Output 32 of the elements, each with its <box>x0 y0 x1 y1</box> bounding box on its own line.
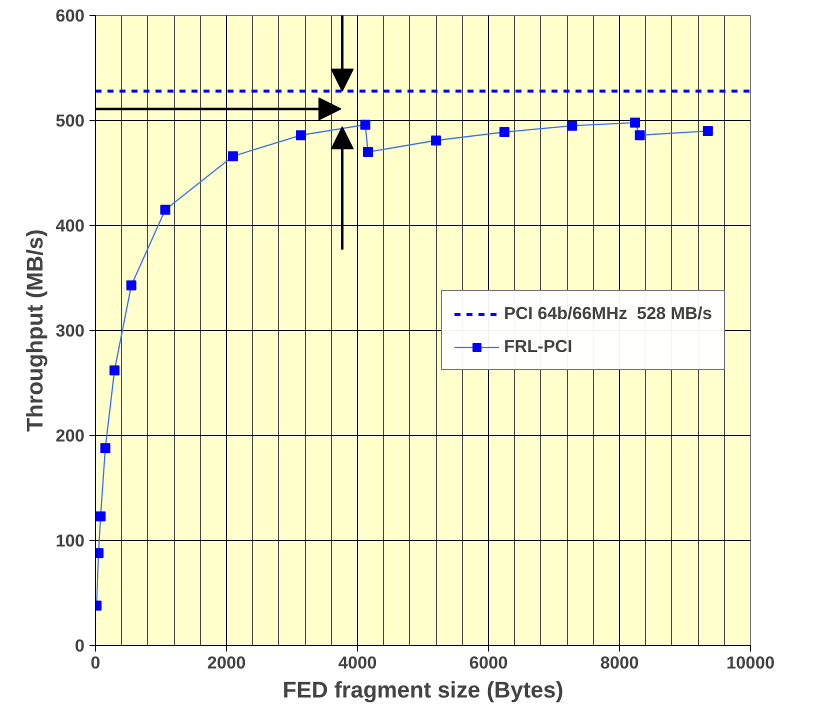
y-tick-label: 400 <box>56 216 85 236</box>
point <box>360 120 370 130</box>
y-tick-label: 300 <box>56 320 85 340</box>
y-tick-label: 200 <box>56 426 85 446</box>
y-axis-title: Throughput (MB/s) <box>22 229 48 432</box>
legend-label: PCI 64b/66MHz 528 MB/s <box>504 303 712 324</box>
x-axis-title: FED fragment size (Bytes) <box>282 676 564 702</box>
x-tick-label: 6000 <box>469 652 508 672</box>
y-tick-label: 100 <box>56 530 85 550</box>
y-tick-label: 600 <box>56 6 85 26</box>
x-tick-label: 2000 <box>207 652 246 672</box>
point <box>499 127 510 138</box>
x-tick-label: 10000 <box>726 652 775 672</box>
point <box>100 443 110 454</box>
point <box>702 126 713 136</box>
point <box>430 135 441 146</box>
point <box>567 120 578 131</box>
point <box>160 204 170 215</box>
legend-label: FRL-PCI <box>504 336 572 357</box>
point <box>228 151 238 162</box>
point <box>296 130 306 140</box>
point <box>362 147 373 157</box>
x-tick-label: 0 <box>90 652 100 672</box>
point <box>96 511 106 522</box>
point <box>109 365 120 376</box>
y-tick-label: 500 <box>56 110 85 130</box>
y-tick-label: 0 <box>74 636 85 656</box>
point <box>126 280 136 290</box>
x-tick-label: 8000 <box>600 652 639 672</box>
point <box>634 130 645 140</box>
point <box>630 118 640 128</box>
x-tick-label: 4000 <box>338 652 377 672</box>
